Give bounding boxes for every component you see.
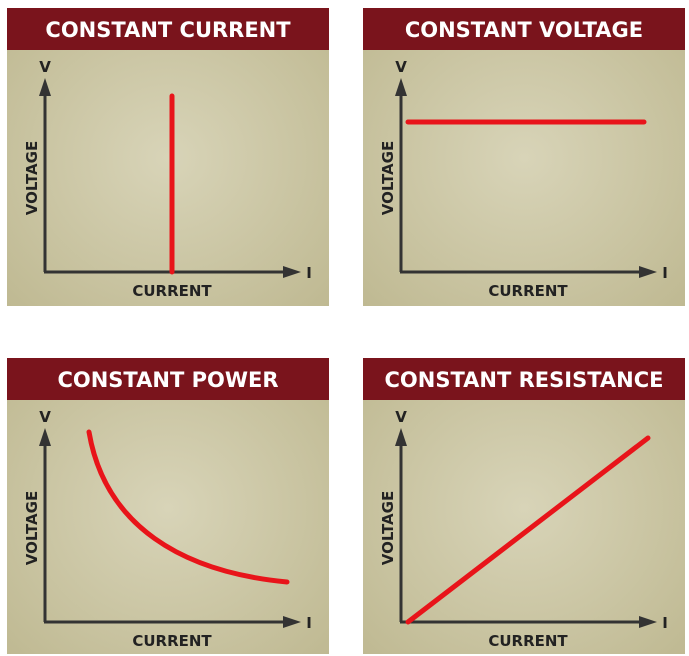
x-arrow [639, 616, 657, 628]
diagram: CONSTANT CURRENT V I CURRENT VOLTAGE [7, 8, 329, 306]
x-symbol: I [306, 614, 312, 632]
panel: CONSTANT CURRENT V I CURRENT VOLTAGE [7, 8, 329, 306]
panel: CONSTANT VOLTAGE V I CURRENT VOLTAGE [363, 8, 685, 306]
x-symbol: I [662, 264, 668, 282]
y-arrow [39, 428, 51, 446]
panel-bg [363, 8, 685, 306]
diagram: CONSTANT RESISTANCE V I CURRENT VOLTAGE [363, 358, 685, 654]
panel: CONSTANT RESISTANCE V I CURRENT VOLTAGE [363, 358, 685, 656]
header [7, 358, 329, 400]
panel-bg [7, 358, 329, 654]
panel-title: CONSTANT POWER [57, 368, 278, 392]
y-axis-label: VOLTAGE [23, 491, 41, 565]
diagram: CONSTANT VOLTAGE V I CURRENT VOLTAGE [363, 8, 685, 306]
header [7, 8, 329, 50]
y-arrow [39, 78, 51, 96]
y-symbol: V [39, 58, 51, 76]
x-symbol: I [306, 264, 312, 282]
x-arrow [283, 266, 301, 278]
x-axis-label: CURRENT [132, 632, 212, 650]
panel-title: CONSTANT RESISTANCE [385, 368, 664, 392]
panel: CONSTANT POWER V I CURRENT VOLTAGE [7, 358, 329, 656]
curve [405, 435, 651, 625]
x-axis-label: CURRENT [132, 282, 212, 300]
header [363, 358, 685, 400]
y-axis-label: VOLTAGE [23, 141, 41, 215]
x-symbol: I [662, 614, 668, 632]
panel-title: CONSTANT VOLTAGE [405, 18, 643, 42]
y-axis-label: VOLTAGE [379, 491, 397, 565]
y-arrow [395, 78, 407, 96]
y-symbol: V [39, 408, 51, 426]
x-arrow [283, 616, 301, 628]
y-symbol: V [395, 408, 407, 426]
y-arrow [395, 428, 407, 446]
y-axis-label: VOLTAGE [379, 141, 397, 215]
panel-bg [7, 8, 329, 306]
x-axis-label: CURRENT [488, 632, 568, 650]
curve [86, 429, 290, 585]
x-axis-label: CURRENT [488, 282, 568, 300]
header [363, 8, 685, 50]
x-arrow [639, 266, 657, 278]
diagram: CONSTANT POWER V I CURRENT VOLTAGE [7, 358, 329, 654]
panel-title: CONSTANT CURRENT [45, 18, 291, 42]
panel-bg [363, 358, 685, 654]
y-symbol: V [395, 58, 407, 76]
